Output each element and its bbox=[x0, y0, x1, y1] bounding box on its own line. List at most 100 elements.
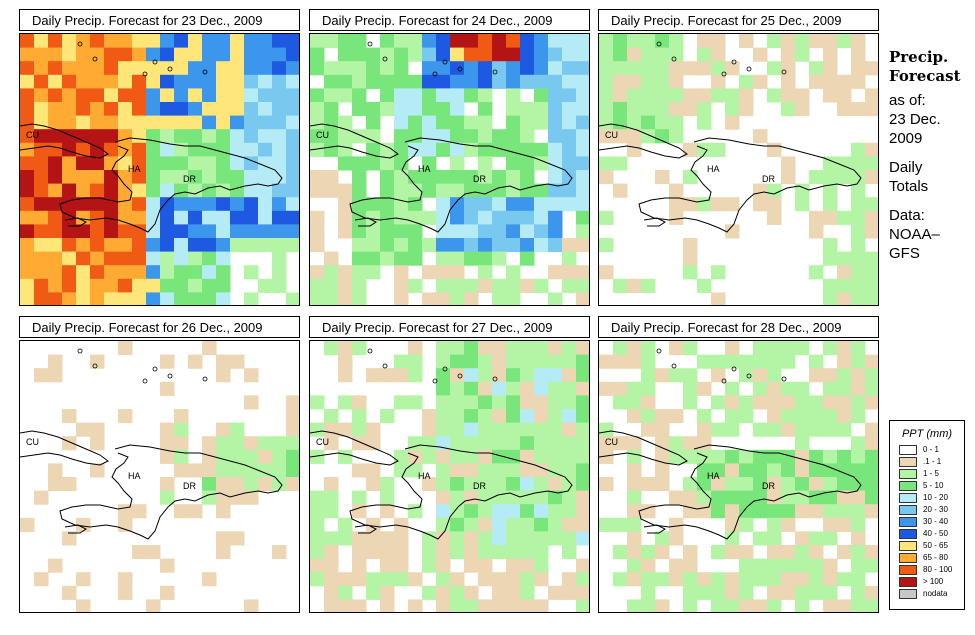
precip-cell bbox=[34, 368, 49, 383]
precip-cell bbox=[380, 224, 395, 239]
precip-cell bbox=[188, 142, 203, 157]
precip-cell bbox=[310, 102, 325, 117]
precip-cell bbox=[576, 572, 589, 587]
precip-cell bbox=[548, 477, 563, 492]
precip-cell bbox=[562, 129, 577, 144]
precip-cell bbox=[627, 490, 642, 505]
precip-cell bbox=[436, 224, 451, 239]
precip-cell bbox=[394, 572, 409, 587]
coastline bbox=[643, 524, 666, 534]
precip-cell bbox=[244, 449, 259, 464]
precip-cell bbox=[20, 61, 35, 76]
precip-cell bbox=[90, 251, 105, 266]
precip-cell bbox=[506, 463, 521, 478]
island-outline bbox=[382, 56, 388, 62]
precip-cell bbox=[655, 115, 670, 130]
precip-cell bbox=[34, 265, 49, 280]
precip-cell bbox=[478, 251, 493, 266]
precip-cell bbox=[562, 463, 577, 478]
precip-cell bbox=[534, 436, 549, 451]
precip-cell bbox=[464, 341, 479, 356]
precip-cell bbox=[174, 265, 189, 280]
precip-cell bbox=[160, 251, 175, 266]
precip-cell bbox=[613, 156, 628, 171]
precip-cell bbox=[380, 558, 395, 573]
precip-cell bbox=[230, 210, 245, 225]
precip-cell bbox=[104, 183, 119, 198]
precip-cell bbox=[160, 102, 175, 117]
precip-cell bbox=[534, 354, 549, 369]
precip-cell bbox=[711, 88, 726, 103]
precip-cell bbox=[534, 368, 549, 383]
precip-cell bbox=[464, 422, 479, 437]
precip-cell bbox=[641, 409, 656, 424]
precip-cell bbox=[174, 292, 189, 305]
country-label-cuba: CU bbox=[26, 130, 39, 140]
precip-cell bbox=[548, 409, 563, 424]
precip-cell bbox=[464, 61, 479, 76]
precip-cell bbox=[669, 341, 684, 356]
precip-cell bbox=[436, 341, 451, 356]
precip-cell bbox=[118, 585, 133, 600]
precip-cell bbox=[865, 224, 878, 239]
precip-cell bbox=[146, 183, 161, 198]
precip-cell bbox=[422, 142, 437, 157]
precip-cell bbox=[90, 102, 105, 117]
precip-cell bbox=[478, 224, 493, 239]
precip-cell bbox=[641, 572, 656, 587]
precip-cell bbox=[576, 102, 589, 117]
precip-cell bbox=[548, 102, 563, 117]
precip-cell bbox=[450, 449, 465, 464]
precip-cell bbox=[20, 34, 35, 49]
precip-cell bbox=[767, 197, 782, 212]
precip-cell bbox=[258, 197, 273, 212]
precip-cell bbox=[104, 238, 119, 253]
precip-cell bbox=[258, 170, 273, 185]
precip-cell bbox=[244, 599, 259, 612]
precip-cell bbox=[655, 572, 670, 587]
precip-cell bbox=[216, 170, 231, 185]
precip-cell bbox=[767, 463, 782, 478]
precip-cell bbox=[338, 34, 353, 49]
precip-cell bbox=[576, 47, 589, 62]
precip-cell bbox=[244, 34, 259, 49]
precip-cell bbox=[324, 531, 339, 546]
coastline bbox=[64, 524, 87, 534]
legend-label: 5 - 10 bbox=[923, 481, 944, 490]
precip-cell bbox=[823, 558, 838, 573]
precip-cell bbox=[576, 599, 589, 612]
precip-cell bbox=[492, 47, 507, 62]
precip-cell bbox=[781, 47, 796, 62]
precip-cell bbox=[436, 197, 451, 212]
precip-cell bbox=[655, 599, 670, 612]
precip-cell bbox=[478, 88, 493, 103]
precip-cell bbox=[450, 292, 465, 305]
precip-cell bbox=[464, 490, 479, 505]
precip-cell bbox=[394, 558, 409, 573]
coastline bbox=[310, 430, 399, 466]
precip-cell bbox=[450, 436, 465, 451]
precip-cell bbox=[202, 61, 217, 76]
precip-cell bbox=[823, 504, 838, 519]
precip-cell bbox=[520, 531, 535, 546]
precip-cell bbox=[310, 278, 325, 293]
precip-cell bbox=[767, 572, 782, 587]
precip-cell bbox=[132, 47, 147, 62]
precip-cell bbox=[576, 341, 589, 356]
precip-cell bbox=[613, 278, 628, 293]
precip-cell bbox=[216, 490, 231, 505]
precip-cell bbox=[62, 34, 77, 49]
precip-cell bbox=[394, 156, 409, 171]
precip-cell bbox=[104, 224, 119, 239]
precip-cell bbox=[534, 395, 549, 410]
precip-cell bbox=[506, 156, 521, 171]
legend-label: .1 - 1 bbox=[923, 457, 942, 466]
precip-cell bbox=[506, 292, 521, 305]
precip-cell bbox=[562, 449, 577, 464]
precip-cell bbox=[492, 449, 507, 464]
precip-cell bbox=[48, 170, 63, 185]
precip-cell bbox=[34, 102, 49, 117]
precip-cell bbox=[767, 545, 782, 560]
precip-cell bbox=[753, 354, 768, 369]
precip-cell bbox=[160, 61, 175, 76]
